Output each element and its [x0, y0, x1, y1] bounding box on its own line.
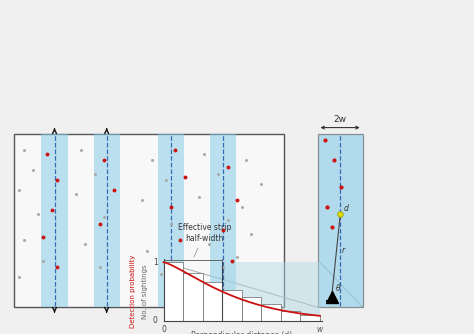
Text: Detection probability: Detection probability	[130, 255, 136, 328]
Text: w: w	[317, 325, 323, 334]
Bar	[222, 290, 242, 321]
Bar	[164, 262, 183, 321]
Bar	[281, 311, 301, 321]
Bar	[42, 134, 67, 307]
Text: 0: 0	[161, 325, 166, 334]
Bar	[301, 315, 320, 321]
Bar	[210, 134, 236, 307]
Bar	[222, 262, 320, 321]
Bar	[183, 273, 202, 321]
Text: 1: 1	[153, 258, 158, 267]
Text: 0: 0	[153, 316, 158, 325]
Bar	[14, 134, 284, 307]
Bar	[318, 134, 363, 307]
Text: r: r	[342, 246, 345, 255]
Bar	[242, 297, 261, 321]
Text: No. of sightings: No. of sightings	[142, 264, 147, 319]
Text: θ: θ	[336, 284, 340, 293]
Text: 2w: 2w	[334, 115, 346, 124]
Bar	[94, 134, 119, 307]
Text: Perpendicular distance (d): Perpendicular distance (d)	[191, 331, 292, 334]
Bar	[261, 304, 281, 321]
Bar	[202, 282, 222, 321]
Text: d: d	[344, 204, 348, 213]
Bar	[157, 134, 183, 307]
Text: Effective strip
half-width: Effective strip half-width	[178, 223, 231, 257]
